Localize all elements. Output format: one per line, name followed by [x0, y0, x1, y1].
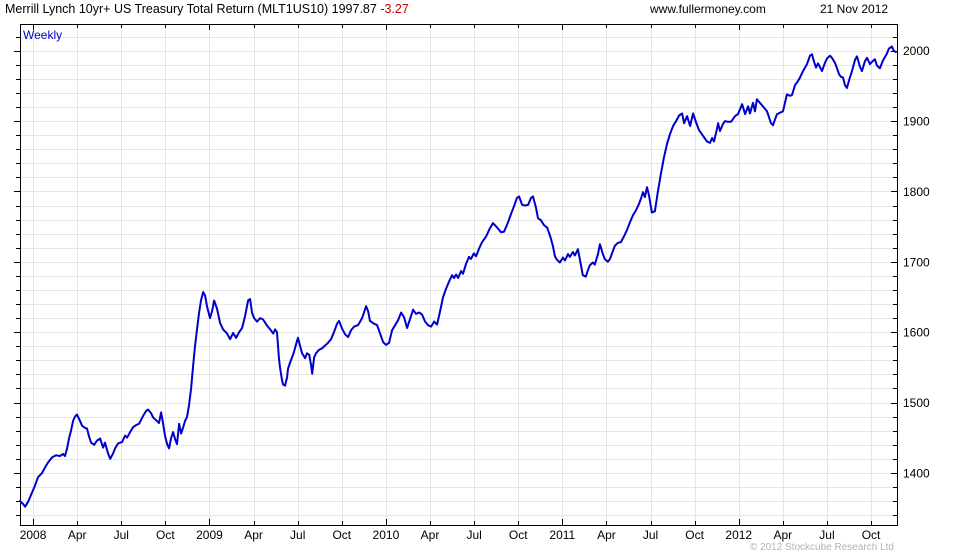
site-url: www.fullermoney.com — [650, 2, 766, 16]
x-axis-month-label: Apr — [774, 528, 793, 542]
last-price: 1997.87 — [331, 2, 377, 16]
y-axis-label: 1800 — [903, 185, 930, 199]
x-axis-month-label: Jul — [114, 528, 129, 542]
x-axis-month-label: Apr — [597, 528, 616, 542]
x-axis-year-label: 2009 — [196, 528, 223, 542]
x-axis-labels: 2008 Apr Jul Oct 2009 Apr Jul Oct 2010 Apr Jul Oct 2… — [20, 528, 881, 542]
copyright-text: © 2012 Stockcube Research Ltd — [749, 542, 894, 553]
x-axis-month-label: Jul — [643, 528, 658, 542]
x-axis-month-label: Oct — [862, 528, 881, 542]
x-axis-month-label: Apr — [421, 528, 440, 542]
y-axis-label: 1900 — [903, 115, 930, 129]
x-axis-year-label: 2010 — [373, 528, 400, 542]
x-axis-month-label: Jul — [466, 528, 481, 542]
y-axis-labels: 1400 1500 1600 1700 1800 1900 2000 — [903, 44, 930, 480]
price-change: -3.27 — [380, 2, 409, 16]
x-axis-month-label: Apr — [68, 528, 87, 542]
x-axis-year-label: 2011 — [549, 528, 575, 542]
plot-border — [20, 24, 898, 526]
x-axis-month-label: Oct — [509, 528, 528, 542]
frequency-label: Weekly — [23, 28, 63, 42]
y-axis-label: 1700 — [903, 255, 930, 269]
y-axis-label: 2000 — [903, 44, 930, 58]
y-axis-label: 1600 — [903, 326, 930, 340]
x-axis-year-label: 2008 — [20, 528, 47, 542]
chart-date: 21 Nov 2012 — [820, 2, 889, 16]
axis-ticks — [14, 24, 897, 525]
y-axis-label: 1400 — [903, 466, 930, 480]
x-axis-month-label: Jul — [290, 528, 305, 542]
x-axis-year-label: 2012 — [725, 528, 752, 542]
chart-header: Merrill Lynch 10yr+ US Treasury Total Re… — [5, 2, 409, 16]
x-axis-month-label: Apr — [244, 528, 263, 542]
chart-title: Merrill Lynch 10yr+ US Treasury Total Re… — [5, 2, 329, 16]
price-line — [19, 45, 897, 508]
gridlines — [20, 24, 897, 525]
x-axis-month-label: Oct — [156, 528, 175, 542]
x-axis-month-label: Oct — [332, 528, 351, 542]
x-axis-month-label: Jul — [819, 528, 834, 542]
x-axis-month-label: Oct — [685, 528, 704, 542]
y-axis-label: 1500 — [903, 396, 930, 410]
